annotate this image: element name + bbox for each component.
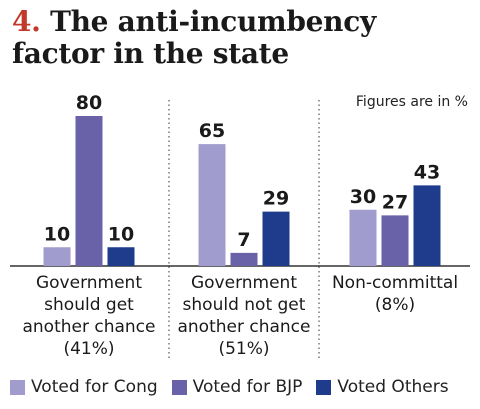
- data-label-2-2: 7: [237, 229, 250, 251]
- category-label-2-3: another chance: [177, 317, 310, 337]
- data-label-3-3: 43: [414, 161, 440, 183]
- chart-number: 4.: [12, 5, 41, 38]
- category-label-1-3: another chance: [22, 317, 155, 337]
- category-label-1-1: Government: [36, 273, 142, 293]
- category-label-2-1: Government: [191, 273, 297, 293]
- legend-swatch-bjp: [171, 379, 187, 395]
- bar-3-1: [349, 209, 377, 266]
- bar-1-3: [107, 247, 135, 266]
- units-note: Figures are in %: [355, 94, 468, 110]
- bar-2-2: [230, 252, 258, 266]
- legend-item-bjp: Voted for BJP: [171, 377, 303, 397]
- bar-1-2: [75, 116, 103, 266]
- bar-3-2: [381, 215, 409, 266]
- data-label-2-1: 65: [199, 120, 225, 142]
- category-label-3-1: Non-committal: [332, 273, 458, 293]
- data-label-3-1: 30: [350, 186, 376, 208]
- data-label-2-3: 29: [263, 188, 289, 210]
- bar-3-3: [413, 185, 441, 266]
- legend-swatch-others: [316, 379, 332, 395]
- data-label-1-2: 80: [76, 92, 102, 114]
- legend-label-bjp: Voted for BJP: [192, 377, 303, 397]
- category-label-1-4: (41%): [63, 339, 114, 359]
- category-label-3-2: (8%): [375, 295, 415, 315]
- data-label-1-1: 10: [44, 223, 70, 245]
- legend-label-others: Voted Others: [337, 377, 449, 397]
- bar-2-1: [198, 144, 226, 266]
- category-label-1-2: should get: [44, 295, 134, 315]
- chart-title: 4. The anti-incumbency factor in the sta…: [12, 6, 472, 70]
- category-label-2-2: should not get: [183, 295, 306, 315]
- legend: Voted for Cong Voted for BJP Voted Other…: [10, 374, 476, 400]
- legend-item-cong: Voted for Cong: [10, 377, 158, 397]
- bar-2-3: [262, 211, 290, 266]
- data-label-1-3: 10: [108, 223, 134, 245]
- data-label-3-2: 27: [382, 191, 408, 213]
- legend-label-cong: Voted for Cong: [31, 377, 158, 397]
- legend-item-others: Voted Others: [316, 377, 449, 397]
- bar-1-1: [43, 247, 71, 266]
- category-label-2-4: (51%): [218, 339, 269, 359]
- chart-title-text: The anti-incumbency factor in the state: [12, 5, 376, 70]
- legend-swatch-cong: [10, 379, 25, 395]
